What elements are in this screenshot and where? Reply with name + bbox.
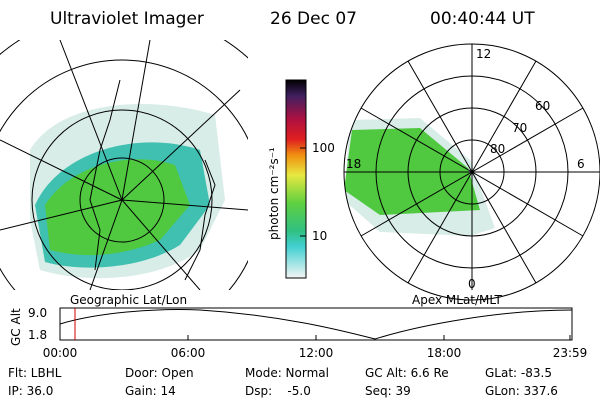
date: 26 Dec 07	[270, 9, 357, 29]
alt-ytick-label: 9.0	[28, 306, 47, 320]
alt-ytick-label: 1.8	[28, 328, 47, 342]
info-field: GLat: -83.5	[485, 366, 552, 380]
title: Ultraviolet Imager	[50, 9, 204, 29]
polar-label: 18	[346, 157, 361, 171]
info-field: GLon: 337.6	[485, 384, 558, 398]
info-field: Gain: 14	[125, 384, 176, 398]
map-label: Geographic Lat/Lon	[70, 293, 187, 307]
info-field: Door: Open	[125, 366, 194, 380]
colorbar	[285, 79, 307, 279]
info-field: IP: 36.0	[8, 384, 53, 398]
polar-label: 12	[476, 47, 491, 61]
info-field: Mode: Normal	[245, 366, 329, 380]
polar-label: 80	[490, 142, 505, 156]
colorbar-label: photon cm⁻²s⁻¹	[267, 147, 281, 240]
info-field: Seq: 39	[365, 384, 411, 398]
polar-label: 6	[577, 157, 585, 171]
alt-xtick-label: 18:00	[427, 346, 462, 360]
alt-xtick-label: 23:59	[553, 346, 588, 360]
polar-label: 60	[535, 99, 550, 113]
alt-xtick-label: 12:00	[299, 346, 334, 360]
alt-axis-label: GC Alt	[9, 308, 23, 346]
alt-curve	[59, 309, 573, 340]
info-field: Dsp: -5.0	[245, 384, 311, 398]
polar-label: 70	[512, 121, 527, 135]
map-label: Apex MLat/MLT	[412, 293, 502, 307]
polar-map: 12 0 18 6 60 70 80	[343, 43, 600, 301]
alt-xtick-label: 00:00	[43, 346, 78, 360]
info-field: Flt: LBHL	[8, 366, 62, 380]
colorbar-tick-label: 10	[312, 229, 327, 243]
polar-label: 0	[468, 277, 476, 291]
colorbar-tick-label: 100	[312, 141, 335, 155]
time: 00:40:44 UT	[430, 9, 535, 29]
alt-xtick-label: 06:00	[171, 346, 206, 360]
info-field: GC Alt: 6.6 Re	[365, 366, 449, 380]
geographic-map	[0, 40, 248, 290]
